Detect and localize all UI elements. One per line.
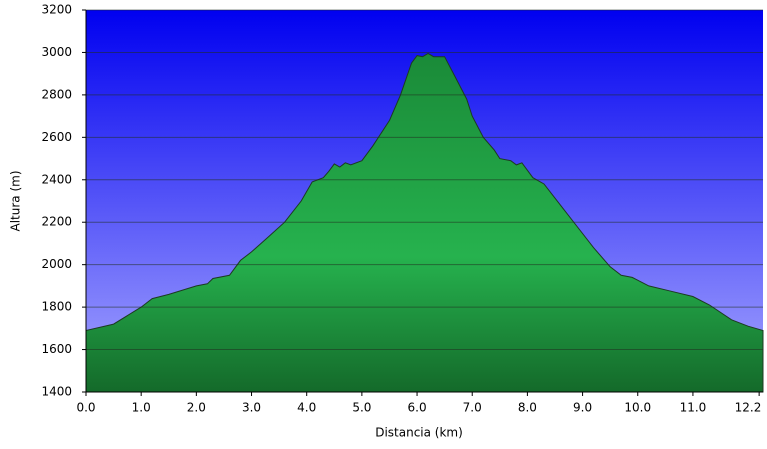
y-tick-label: 3200: [41, 3, 72, 17]
x-tick-label: 2.0: [187, 401, 206, 415]
y-tick-label: 2000: [41, 257, 72, 271]
y-tick-label: 1600: [41, 342, 72, 356]
y-tick-label: 2800: [41, 87, 72, 101]
y-tick-label: 2400: [41, 172, 72, 186]
x-tick-label: 0.0: [76, 401, 95, 415]
x-tick-label: 12.2: [735, 401, 762, 415]
x-tick-label: 9.0: [573, 401, 592, 415]
x-tick-label: 11.0: [680, 401, 707, 415]
y-tick-label: 1800: [41, 300, 72, 314]
y-tick-label: 1400: [41, 385, 72, 399]
y-tick-label: 2600: [41, 130, 72, 144]
y-tick-label: 3000: [41, 45, 72, 59]
x-tick-label: 10.0: [624, 401, 651, 415]
x-tick-label: 4.0: [297, 401, 316, 415]
y-axis-label: Altura (m): [9, 170, 23, 231]
x-axis-label: Distancia (km): [375, 426, 463, 440]
x-tick-label: 1.0: [132, 401, 151, 415]
y-tick-label: 2200: [41, 215, 72, 229]
x-tick-label: 5.0: [352, 401, 371, 415]
x-tick-label: 3.0: [242, 401, 261, 415]
x-tick-label: 8.0: [518, 401, 537, 415]
x-tick-label: 7.0: [463, 401, 482, 415]
x-tick-label: 6.0: [408, 401, 427, 415]
